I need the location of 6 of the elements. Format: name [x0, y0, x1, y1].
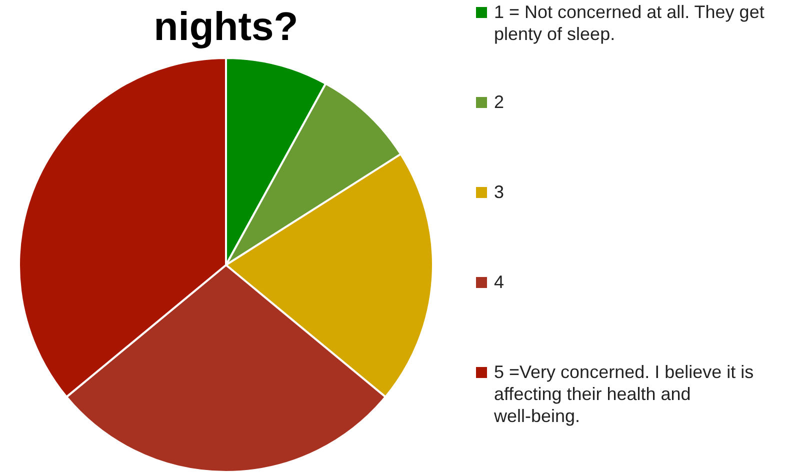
chart-title: nights?	[154, 5, 298, 49]
legend-label: 2	[494, 92, 504, 112]
legend-label: 4	[494, 272, 504, 292]
legend-label: 5 =Very concerned. I believe it is affecting their health and well-being.	[493, 362, 754, 426]
legend-label: 3	[494, 182, 504, 202]
legend-label: 1 = Not concerned at all. They get plenty of sleep.	[494, 2, 764, 44]
